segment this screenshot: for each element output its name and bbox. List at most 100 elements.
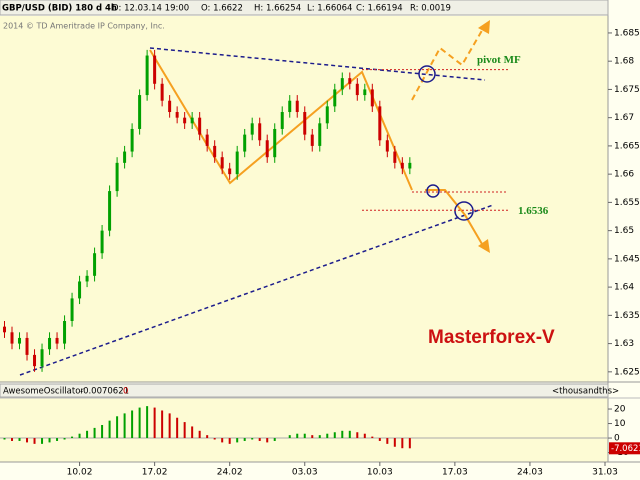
osc-bar xyxy=(63,438,66,440)
candle-body xyxy=(273,128,277,158)
candle-body xyxy=(93,253,97,276)
osc-bar xyxy=(11,438,14,441)
candle-body xyxy=(355,83,359,96)
candle-body xyxy=(123,151,127,163)
candle-body xyxy=(115,162,119,192)
y-tick-label: 1.685 xyxy=(614,28,640,38)
brand-label: Masterforex-V xyxy=(428,327,555,348)
candle-body xyxy=(250,123,254,135)
oscillator-value: -0.0070621 xyxy=(80,387,129,397)
osc-bar xyxy=(348,430,351,439)
osc-bar xyxy=(228,438,231,444)
osc-bar xyxy=(138,407,141,439)
osc-bar xyxy=(243,438,246,441)
candle-body xyxy=(325,106,329,124)
trendline xyxy=(149,47,486,81)
candle-body xyxy=(78,281,82,299)
osc-bar xyxy=(288,435,291,439)
candle-body xyxy=(190,117,194,124)
y-tick-label: 1.635 xyxy=(614,311,640,321)
y-tick-label: 1.66 xyxy=(614,170,634,180)
y-tick-label: 1.665 xyxy=(614,141,640,151)
candle-body xyxy=(280,112,284,129)
x-tick-label: 10.03 xyxy=(367,468,393,478)
candle-body xyxy=(228,168,232,175)
osc-bar xyxy=(311,435,314,439)
osc-bar xyxy=(153,407,156,439)
osc-tick-label: 0 xyxy=(614,434,620,444)
candle-body xyxy=(288,100,292,113)
osc-bar xyxy=(183,422,186,439)
osc-bar xyxy=(303,433,306,439)
candle-body xyxy=(55,337,59,344)
candle-body xyxy=(310,134,314,146)
forecast-line xyxy=(411,26,485,101)
header-low: L: 1.66064 xyxy=(307,4,352,14)
arrow-head xyxy=(478,20,490,34)
osc-bar xyxy=(146,406,149,439)
candle-body xyxy=(408,162,412,169)
osc-bar xyxy=(221,438,224,443)
candle-body xyxy=(303,112,307,135)
osc-bar xyxy=(176,417,179,439)
osc-tick-label: 10 xyxy=(614,419,626,429)
candle-body xyxy=(108,191,112,231)
candle-body xyxy=(295,100,299,113)
osc-bar xyxy=(408,438,411,449)
osc-bar xyxy=(326,433,329,439)
header-close: C: 1.66194 xyxy=(356,4,403,14)
osc-bar xyxy=(18,438,21,441)
x-tick-label: 03.03 xyxy=(292,468,318,478)
osc-bar xyxy=(26,438,29,443)
osc-bar xyxy=(191,426,194,439)
symbol: GBP/USD (BID) 180 d 4h xyxy=(2,4,117,14)
candle-body xyxy=(138,95,142,129)
candle-body xyxy=(243,134,247,152)
osc-bar xyxy=(386,438,389,444)
header-range: R: 0.0019 xyxy=(410,4,451,14)
candle-body xyxy=(258,123,262,141)
candle-body xyxy=(340,78,344,90)
y-tick-label: 1.645 xyxy=(614,254,640,264)
oscillator-header xyxy=(0,383,609,398)
osc-bar xyxy=(393,438,396,447)
y-tick-label: 1.655 xyxy=(614,198,640,208)
candle-body xyxy=(10,332,14,344)
candle-body xyxy=(265,140,269,158)
last-value-box xyxy=(609,442,640,455)
candle-body xyxy=(3,326,7,333)
header-open: O: 1.6622 xyxy=(201,4,243,14)
osc-bar xyxy=(161,410,164,439)
osc-bar xyxy=(93,427,96,439)
osc-bar xyxy=(71,436,74,439)
osc-bar xyxy=(33,438,36,444)
candle-body xyxy=(318,123,322,146)
candle-body xyxy=(220,157,224,169)
candle-body xyxy=(213,145,217,158)
osc-bar xyxy=(333,432,336,439)
candle-body xyxy=(48,337,52,350)
level-label: pivot MF xyxy=(477,54,521,66)
wave-line xyxy=(149,49,413,191)
candle-body xyxy=(348,78,352,84)
header-date: D: 12.03.14 19:00 xyxy=(112,4,189,14)
candle-body xyxy=(393,151,397,163)
osc-bar xyxy=(378,438,381,441)
candle-body xyxy=(183,117,187,124)
osc-bar xyxy=(356,432,359,439)
x-tick-label: 17.03 xyxy=(442,468,468,478)
y-tick-label: 1.67 xyxy=(614,113,634,123)
candle-body xyxy=(198,117,202,135)
candle-body xyxy=(63,321,67,344)
circle-marker xyxy=(426,184,440,198)
candle-body xyxy=(70,298,74,321)
candle-body xyxy=(18,337,22,344)
y-tick-label: 1.625 xyxy=(614,367,640,377)
osc-bar xyxy=(258,438,261,441)
annotations xyxy=(19,20,508,376)
osc-bar xyxy=(3,438,6,440)
candle-body xyxy=(153,55,157,84)
circle-marker xyxy=(418,65,436,83)
candle-body xyxy=(235,151,239,175)
osc-bar xyxy=(108,420,111,439)
